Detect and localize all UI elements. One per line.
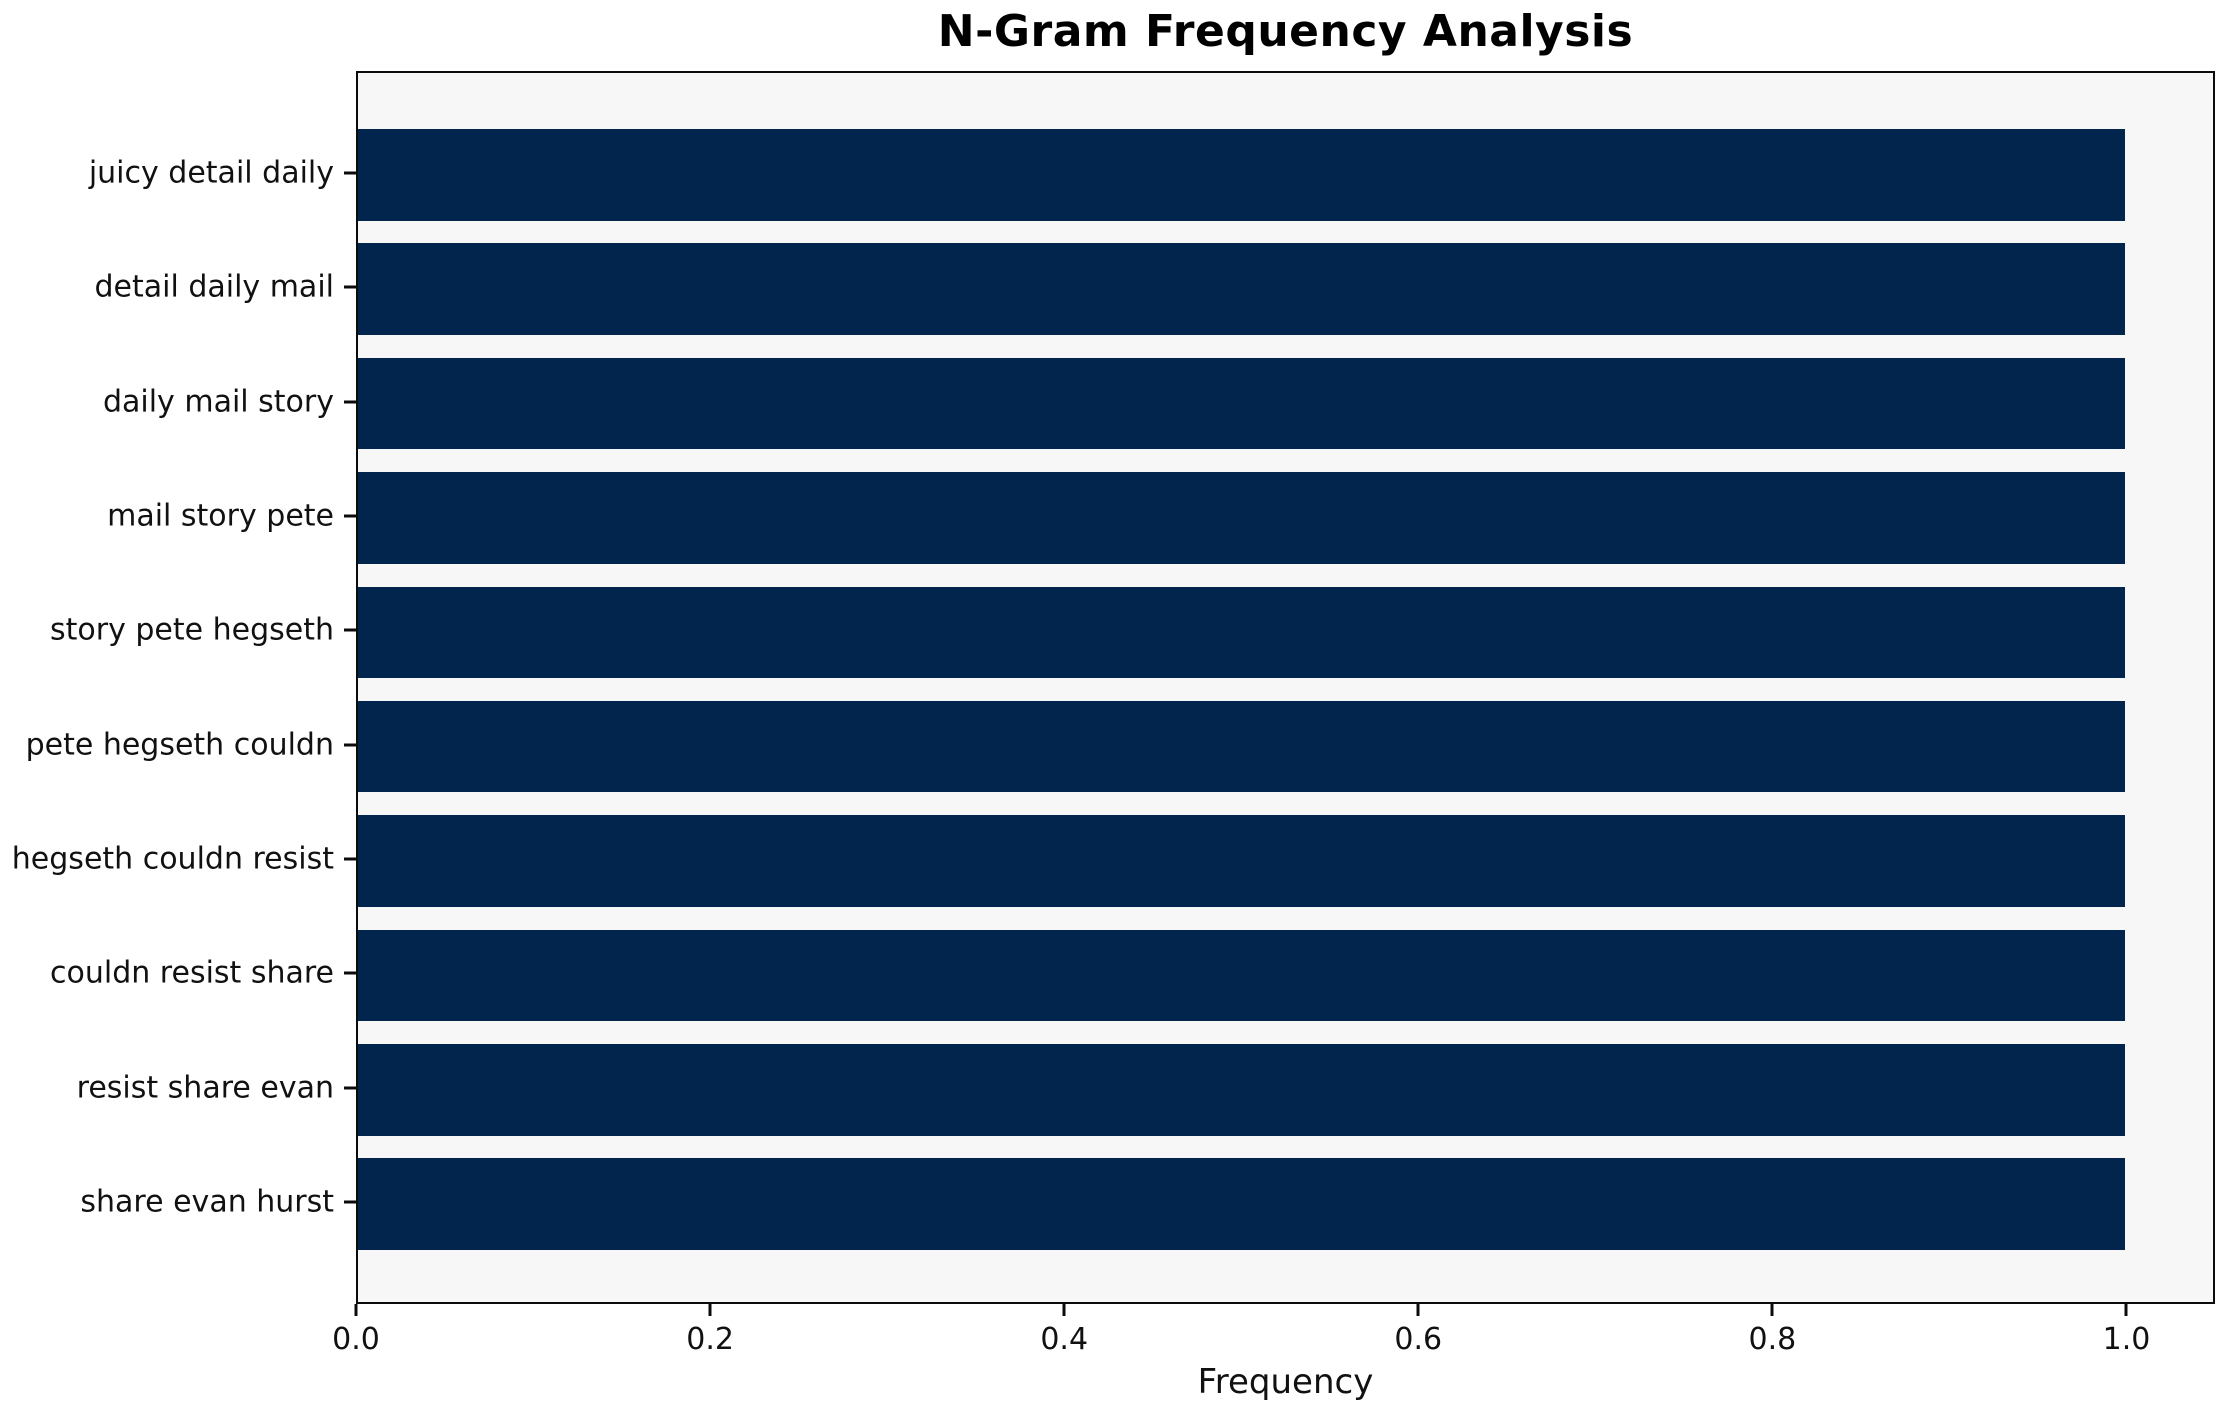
bar-detail-daily-mail [358,243,2125,335]
x-tick-label: 1.0 [2102,1322,2151,1357]
y-tick-label: couldn resist share [50,955,334,991]
x-tick-label: 0.0 [332,1322,380,1357]
y-tick-label: resist share evan [76,1070,334,1106]
x-tick-mark [2124,1304,2128,1316]
x-tick-label: 0.4 [1040,1322,1089,1357]
x-tick-mark [1062,1304,1066,1316]
y-tick-label: daily mail story [102,384,334,420]
y-tick-mark [344,628,356,632]
y-tick-mark [344,971,356,975]
bar-juicy-detail-daily [358,129,2125,221]
y-tick-label: hegseth couldn resist [11,841,334,877]
bar-mail-story-pete [358,472,2125,564]
x-tick-mark [708,1304,712,1316]
x-tick-label: 0.8 [1748,1322,1797,1357]
plot-area [356,71,2215,1304]
y-tick-label: share evan hurst [80,1184,334,1220]
x-tick-mark [1770,1304,1774,1316]
y-tick-mark [344,857,356,861]
x-axis-title: Frequency [1197,1362,1374,1402]
bar-share-evan-hurst [358,1158,2125,1250]
bar-story-pete-hegseth [358,586,2125,679]
bar-couldn-resist-share [358,929,2125,1022]
y-tick-mark [344,1200,356,1204]
y-tick-mark [344,400,356,404]
bar-pete-hegseth-couldn [358,700,2125,793]
y-tick-label: mail story pete [107,498,334,534]
y-tick-mark [344,285,356,289]
y-tick-label: juicy detail daily [88,155,334,191]
chart-title: N-Gram Frequency Analysis [937,6,1634,57]
x-tick-mark [354,1304,358,1316]
x-tick-mark [1416,1304,1420,1316]
y-tick-mark [344,1086,356,1090]
y-tick-label: pete hegseth couldn [25,727,334,763]
y-tick-mark [344,743,356,747]
y-tick-label: detail daily mail [94,269,334,305]
bar-resist-share-evan [358,1044,2125,1136]
bar-hegseth-couldn-resist [358,815,2125,907]
y-tick-mark [344,171,356,175]
bar-daily-mail-story [358,357,2125,450]
y-tick-label: story pete hegseth [49,612,334,648]
y-tick-mark [344,514,356,518]
x-tick-label: 0.6 [1394,1322,1443,1357]
x-tick-label: 0.2 [686,1322,734,1357]
